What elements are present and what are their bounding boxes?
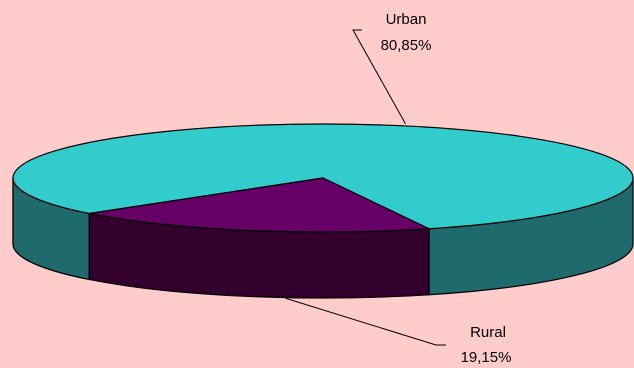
rural-leader-line [285, 297, 446, 346]
pie-tops [12, 123, 634, 233]
pie-sides [12, 177, 634, 299]
rural-label-name: Rural [470, 324, 506, 341]
urban-label-name: Urban [386, 11, 427, 28]
urban-label-value: 80,85% [381, 37, 432, 54]
rural-label-value: 19,15% [461, 349, 512, 366]
urban-slice [12, 123, 634, 230]
rural-slice [88, 177, 430, 233]
leader-lines [285, 29, 446, 346]
urban-leader-line [352, 29, 406, 124]
